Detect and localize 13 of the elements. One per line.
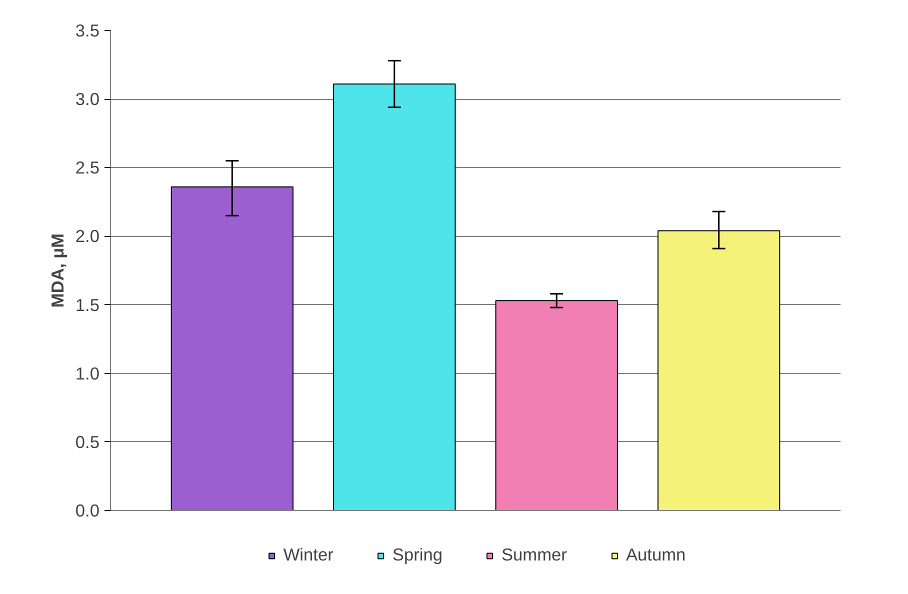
legend-label: Winter xyxy=(283,544,334,566)
legend-label: Autumn xyxy=(626,544,686,566)
y-tick-label: 0.5 xyxy=(75,432,100,452)
legend-label: Spring xyxy=(392,544,442,566)
y-tick-label: 1.5 xyxy=(75,294,100,315)
y-tick-label: 2.0 xyxy=(75,226,100,246)
y-tick-label: 0.0 xyxy=(75,500,100,520)
legend-label: Summer xyxy=(501,544,567,566)
y-tick-label: 1.0 xyxy=(75,363,100,384)
y-tick-label: 2.5 xyxy=(75,158,100,178)
y-axis-title: MDA, μM xyxy=(47,233,68,308)
y-tick-label: 3.0 xyxy=(75,89,100,110)
y-tick-label: 3.5 xyxy=(75,20,100,40)
